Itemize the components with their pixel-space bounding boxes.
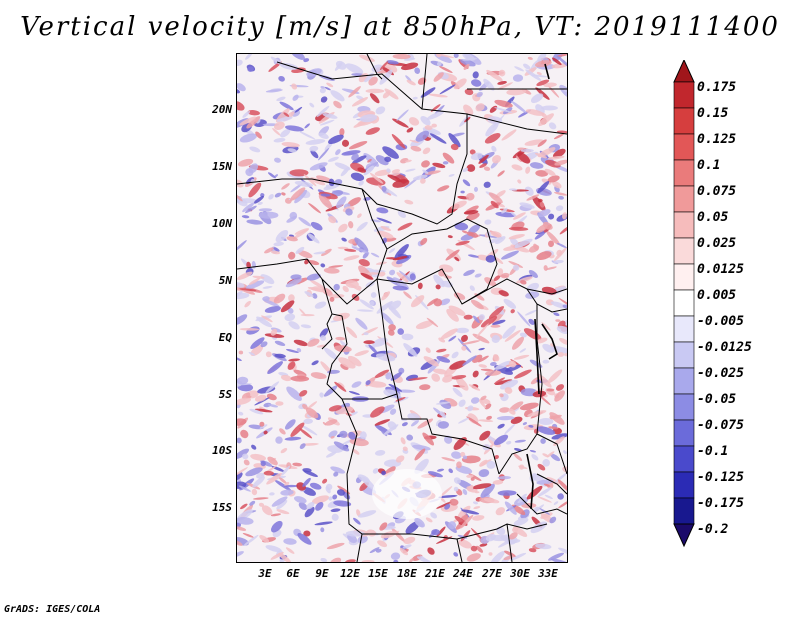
colorbar-label: 0.075 [697, 184, 737, 199]
lon-label: 24E [453, 567, 473, 580]
colorbar-label: -0.2 [697, 522, 729, 537]
country-borders [237, 54, 567, 562]
colorbar-label: -0.0125 [697, 340, 752, 355]
colorbar-label: 0.05 [697, 210, 729, 225]
colorbar-label: -0.1 [697, 444, 729, 459]
lon-label: 9E [315, 567, 329, 580]
colorbar-label: 0.0125 [697, 262, 744, 277]
colorbar-swatch [673, 107, 695, 135]
colorbar [673, 60, 695, 548]
lon-label: 18E [397, 567, 417, 580]
lat-label: EQ [218, 331, 232, 344]
lon-label: 30E [510, 567, 530, 580]
lon-label: 6E [286, 567, 300, 580]
colorbar-swatch [673, 367, 695, 395]
lat-label: 5S [218, 388, 232, 401]
colorbar-swatch [673, 185, 695, 213]
colorbar-swatch [673, 159, 695, 187]
lat-label: 10N [212, 217, 232, 230]
grads-credit: GrADS: IGES/COLA [4, 604, 101, 615]
colorbar-label: 0.005 [697, 288, 737, 303]
colorbar-label: -0.05 [697, 392, 737, 407]
vertical-velocity-field [237, 54, 567, 562]
colorbar-label: 0.025 [697, 236, 737, 251]
lat-label: 10S [212, 444, 232, 457]
lon-label: 27E [482, 567, 502, 580]
colorbar-label: 0.175 [697, 80, 737, 95]
colorbar-label: 0.125 [697, 132, 737, 147]
colorbar-arrow-bottom [673, 523, 695, 548]
colorbar-swatch [673, 393, 695, 421]
colorbar-arrow-top [673, 60, 695, 83]
lon-label: 15E [368, 567, 388, 580]
lat-label: 15S [212, 501, 232, 514]
colorbar-swatch [673, 497, 695, 525]
colorbar-swatch [673, 263, 695, 291]
lat-label: 20N [212, 103, 232, 116]
colorbar-label: -0.175 [697, 496, 744, 511]
lake-outlines [526, 63, 558, 510]
colorbar-swatch [673, 211, 695, 239]
colorbar-swatch [673, 471, 695, 499]
velocity-shading [237, 54, 567, 562]
colorbar-swatch [673, 133, 695, 161]
map-panel [236, 53, 568, 563]
colorbar-label: -0.075 [697, 418, 744, 433]
lon-label: 33E [538, 567, 558, 580]
colorbar-label: 0.15 [697, 106, 729, 121]
lon-label: 21E [425, 567, 445, 580]
colorbar-swatch [673, 419, 695, 447]
lon-label: 3E [258, 567, 272, 580]
colorbar-label: -0.025 [697, 366, 744, 381]
lat-label: 15N [212, 160, 232, 173]
page-title: Vertical velocity [m/s] at 850hPa, VT: 2… [20, 12, 780, 42]
lon-label: 12E [340, 567, 360, 580]
colorbar-label: 0.1 [697, 158, 721, 173]
colorbar-label: -0.125 [697, 470, 744, 485]
colorbar-swatch [673, 81, 695, 109]
colorbar-swatch [673, 237, 695, 265]
colorbar-swatch [673, 289, 695, 317]
colorbar-label: -0.005 [697, 314, 744, 329]
colorbar-swatch [673, 341, 695, 369]
colorbar-swatch [673, 315, 695, 343]
colorbar-swatch [673, 445, 695, 473]
lat-label: 5N [218, 274, 232, 287]
